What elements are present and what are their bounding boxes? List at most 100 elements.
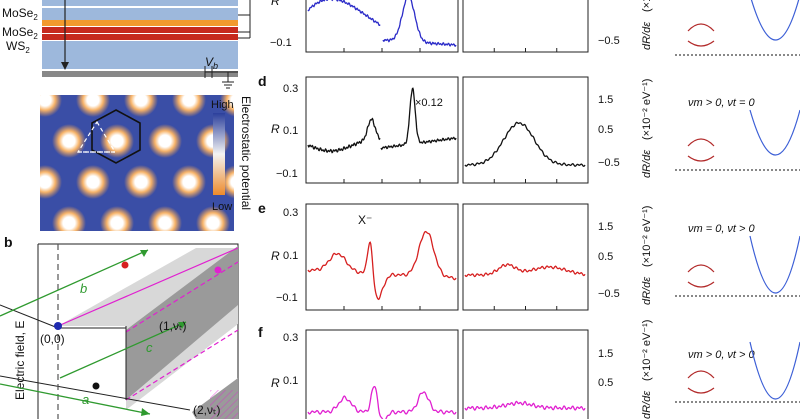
layer-red-2 [42, 34, 238, 40]
tick-er-2: −0.5 [598, 288, 620, 300]
trace-d-right [464, 121, 586, 168]
trace-e-right [464, 263, 586, 278]
tick-dr-2: −0.5 [598, 157, 620, 169]
svg-text:dR/dε: dR/dε [641, 277, 653, 305]
layer-top [42, 0, 238, 6]
tick-top-right: −0.5 [598, 35, 620, 47]
trace-d-mid [380, 87, 457, 151]
colorbar-title: Electrostatic potential [239, 96, 253, 210]
r-label-e: R [271, 249, 280, 263]
tick-e-0: 0.3 [283, 207, 298, 219]
scale-note: ×0.12 [415, 97, 443, 109]
tick-e-1: 0.1 [283, 250, 298, 262]
tick-d-1: 0.1 [283, 125, 298, 137]
tick-dr-1: 0.5 [598, 124, 613, 136]
potential-minimum [76, 95, 110, 117]
tick-f-0: 0.3 [283, 332, 298, 344]
potential-minimum [40, 95, 62, 117]
conduction-band [749, 109, 800, 156]
svg-text:(×10⁻² eV⁻¹): (×10⁻² eV⁻¹) [641, 0, 653, 12]
exciton-label: X⁻ [358, 213, 372, 227]
tick-fr-0: 1.5 [598, 348, 613, 360]
origin-point [54, 322, 62, 330]
valence-band-upper [687, 23, 715, 32]
panel-label-b: b [4, 234, 13, 250]
spectra-panels: d e f −0.1 −0.5 0.3 0.1 −0.1 1.5 0.5 −0.… [258, 0, 653, 419]
arrow-label-b: b [80, 281, 87, 296]
spectrum-frame [462, 203, 589, 311]
arrow-label-a: a [82, 392, 89, 407]
origin-label: (0,0) [40, 332, 65, 346]
colorbar [213, 113, 225, 195]
trace-f-right [464, 400, 586, 411]
potential-map: High Low Electrostatic potential [40, 95, 253, 231]
potential-minimum [172, 165, 206, 199]
valence-band-lower [687, 387, 715, 394]
deriv-label-d: dR/dε (×10⁻² eV⁻¹) [641, 79, 653, 178]
potential-minimum [100, 124, 134, 158]
spectrum-frame [462, 76, 589, 184]
gate-label: Vb [205, 55, 218, 71]
trace-d-left [307, 117, 381, 154]
tick-dr-0: 1.5 [598, 94, 613, 106]
trace-e-left [307, 230, 457, 301]
panel-label-f: f [258, 324, 263, 340]
svg-text:dR/dε: dR/dε [641, 391, 653, 419]
black-point [92, 382, 100, 390]
spectrum-frame [462, 0, 589, 53]
svg-text:(×10⁻² eV⁻¹): (×10⁻² eV⁻¹) [641, 320, 653, 381]
potential-minimum [52, 124, 86, 158]
layer-orange [42, 20, 238, 26]
band-sketches [675, 0, 800, 403]
conduction-band [750, 0, 800, 41]
tick-er-1: 0.5 [598, 251, 613, 263]
spectrum-frame [305, 329, 459, 419]
region2-label: (2,νₜ) [193, 403, 221, 417]
arrow-label-c: c [146, 340, 153, 355]
layer-mose2-1 [42, 8, 238, 20]
layer-gate [42, 71, 238, 77]
conduction-band [749, 341, 800, 400]
band-title-d: νm > 0, νt = 0 [688, 97, 756, 109]
valence-band-lower [687, 281, 715, 288]
potential-minimum [124, 95, 158, 117]
valence-band-upper [687, 138, 715, 147]
svg-text:dR/dε: dR/dε [641, 22, 653, 50]
tick-e-2: −0.1 [276, 292, 298, 304]
potential-minimum [40, 165, 62, 199]
deriv-label-e: dR/dε (×10⁻² eV⁻¹) [641, 206, 653, 305]
potential-minimum [196, 206, 230, 231]
potential-minimum [220, 95, 234, 117]
panel-label-e: e [258, 200, 266, 216]
valence-band-upper [687, 370, 715, 379]
potential-minimum [76, 165, 110, 199]
spectrum-frame [305, 76, 459, 184]
panel-label-d: d [258, 73, 267, 89]
conduction-band [749, 235, 800, 294]
region1-label: (1,νₜ) [159, 319, 187, 333]
svg-text:dR/dε: dR/dε [641, 150, 653, 178]
svg-text:(×10⁻² eV⁻¹): (×10⁻² eV⁻¹) [641, 206, 653, 267]
r-label-c: R [271, 0, 280, 8]
spectrum-frame [305, 203, 459, 311]
spectrum-frame [305, 0, 459, 53]
potential-minimum [148, 206, 182, 231]
potential-minimum [100, 206, 134, 231]
r-label-d: R [271, 122, 280, 136]
layer-label-mose2-top: MoSe2 [2, 6, 38, 22]
layer-label-ws2: WS2 [6, 39, 30, 55]
tick-d-2: −0.1 [276, 168, 298, 180]
potential-minimum [172, 95, 206, 117]
moire-hexagon [91, 109, 141, 164]
tick-er-0: 1.5 [598, 221, 613, 233]
band-title-f: νm > 0, νt > 0 [688, 349, 756, 361]
layer-red-1 [42, 27, 238, 33]
colorbar-high: High [211, 99, 234, 111]
potential-minimum [52, 206, 86, 231]
deriv-label-c: dR/dε (×10⁻² eV⁻¹) [641, 0, 653, 50]
layer-label-mose2-mid: MoSe2 [2, 25, 38, 41]
valence-band-lower [687, 155, 715, 162]
valence-band-upper [687, 264, 715, 273]
svg-text:(×10⁻² eV⁻¹): (×10⁻² eV⁻¹) [641, 79, 653, 140]
